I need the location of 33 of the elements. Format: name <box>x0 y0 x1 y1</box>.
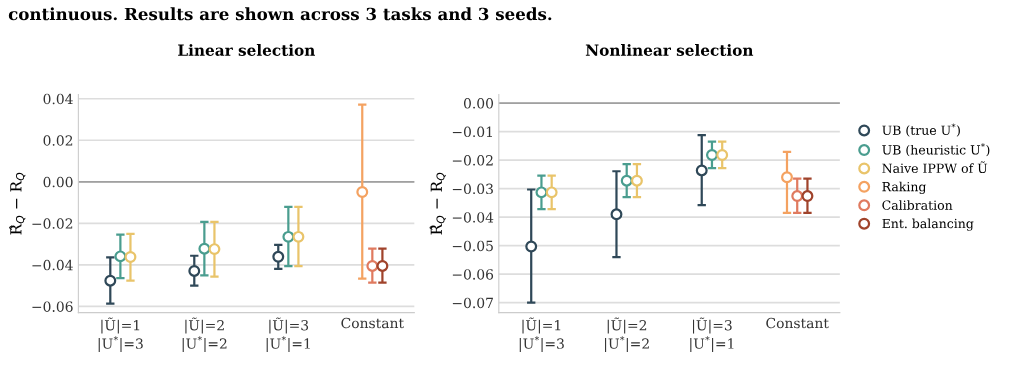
y-axis-title: R̂$_{Q}$ − R$_{Q}$ <box>429 172 446 235</box>
legend-label: Calibration <box>882 200 953 210</box>
x-tick-label: Constant <box>766 317 829 329</box>
x-tick-label: |Ũ|=3 |U$^{*}$|=1 <box>266 317 310 352</box>
legend-label: Naive IPPW of Ũ <box>882 161 988 173</box>
y-tick-label: −0.02 <box>452 155 493 166</box>
y-axis-title: R̂$_{Q}$ − R$_{Q}$ <box>9 172 26 235</box>
y-tick-label: 0.04 <box>43 93 73 105</box>
y-tick-label: −0.04 <box>452 212 494 223</box>
y-tick-label: −0.06 <box>32 301 73 312</box>
x-tick-label: |Ũ|=3 |U$^{*}$|=1 <box>690 317 734 352</box>
legend-label: Ent. balancing <box>882 218 974 231</box>
x-tick-label: |Ũ|=1 |U$^{*}$|=3 <box>98 317 143 352</box>
y-tick-label: −0.05 <box>452 240 493 252</box>
x-tick-label: |Ũ|=2 |U$^{*}$|=2 <box>605 317 649 352</box>
chart-title: Nonlinear selection <box>585 44 754 56</box>
legend-label: UB (true U$^{*}$) <box>882 123 960 137</box>
x-tick-label: Constant <box>341 317 404 329</box>
y-tick-label: −0.07 <box>452 297 493 309</box>
y-tick-label: −0.06 <box>452 269 494 280</box>
x-tick-label: |Ũ|=1 |U$^{*}$|=3 <box>519 317 564 352</box>
legend-label: UB (heuristic U$^{*}$) <box>882 143 990 157</box>
chart-title: Linear selection <box>178 44 315 56</box>
y-tick-label: 0.00 <box>463 98 494 109</box>
y-tick-label: 0.00 <box>43 176 73 188</box>
legend-label: Raking <box>882 181 927 194</box>
y-tick-label: −0.04 <box>32 259 73 271</box>
x-tick-label: |Ũ|=2 |U$^{*}$|=2 <box>182 317 227 352</box>
y-tick-label: −0.02 <box>32 218 73 229</box>
y-tick-label: 0.02 <box>43 135 73 146</box>
text: continuous. Results are shown across 3 tasks and 3 seeds. <box>8 7 552 21</box>
y-tick-label: −0.01 <box>452 126 492 138</box>
y-tick-label: −0.03 <box>452 183 493 195</box>
